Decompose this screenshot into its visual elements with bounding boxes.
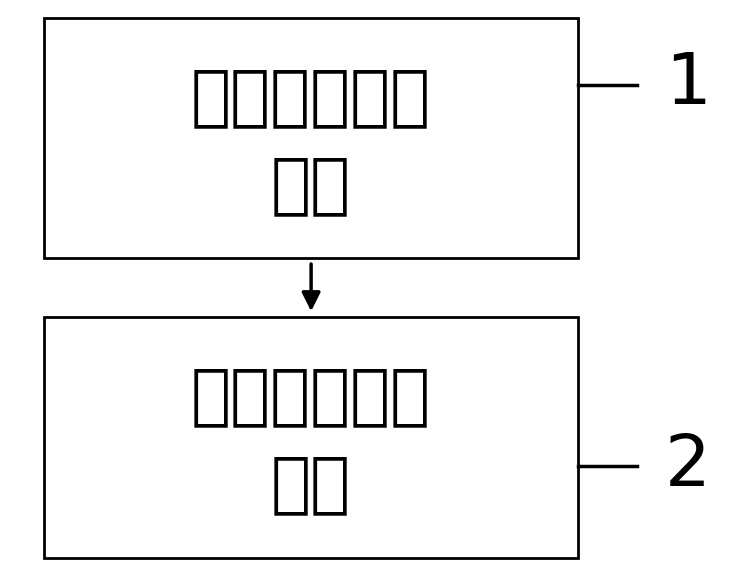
Text: 1: 1 [665, 50, 711, 120]
Bar [44, 317, 578, 558]
Text: 理想流量测量: 理想流量测量 [191, 64, 431, 130]
Text: 2: 2 [665, 431, 711, 501]
Bar [44, 18, 578, 258]
Text: 实际流量测量: 实际流量测量 [191, 363, 431, 429]
Text: 模块: 模块 [271, 451, 351, 517]
Text: 模块: 模块 [271, 152, 351, 218]
